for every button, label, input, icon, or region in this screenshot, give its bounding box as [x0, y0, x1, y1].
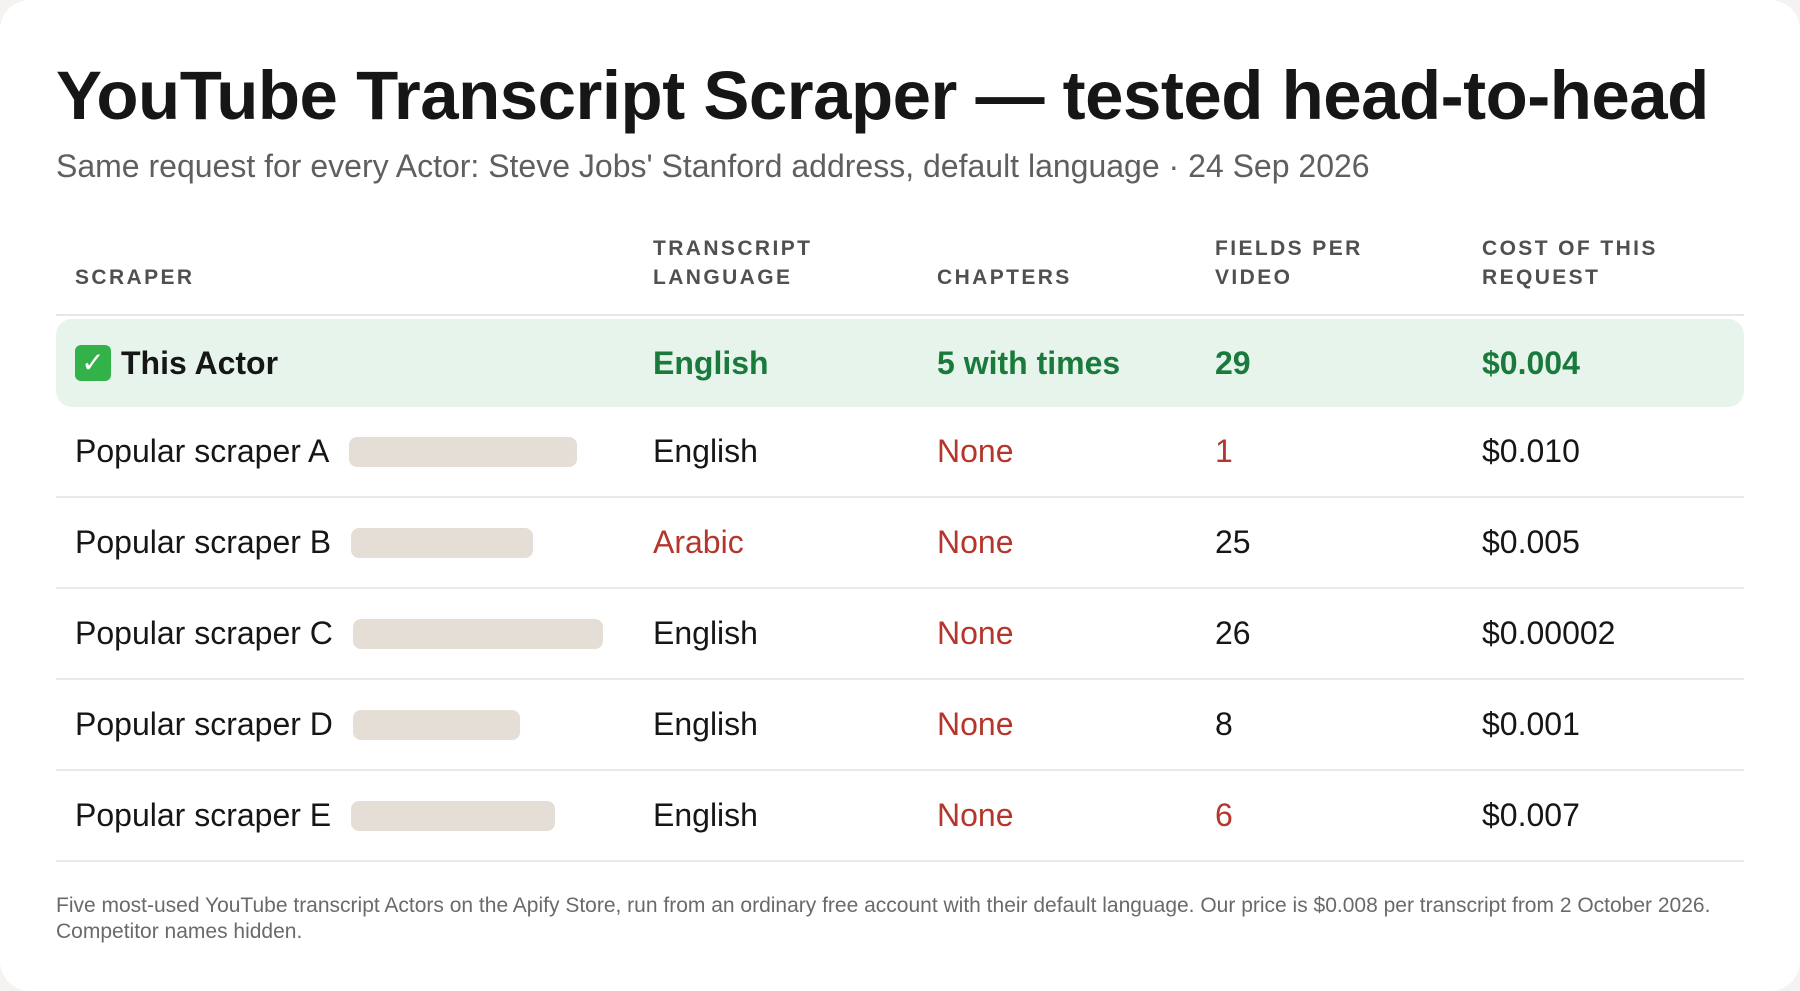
cell-fields: 26: [1215, 615, 1251, 651]
cell-language: Arabic: [653, 524, 744, 560]
table-row: Popular scraper A English None 1 $0.010: [56, 407, 1744, 498]
table-row-this-actor: ✓ This Actor English 5 with times 29 $0.…: [56, 319, 1744, 407]
scraper-name: Popular scraper D: [75, 706, 333, 742]
scraper-name: Popular scraper A: [75, 433, 330, 469]
cell-chapters: None: [937, 797, 1014, 833]
cell-cost: $0.005: [1482, 524, 1580, 560]
cell-fields: 6: [1215, 797, 1233, 833]
column-header-chapters: CHAPTERS: [937, 266, 1072, 289]
page-subtitle: Same request for every Actor: Steve Jobs…: [56, 148, 1370, 184]
cell-fields: 1: [1215, 433, 1233, 469]
scraper-name: Popular scraper B: [75, 524, 332, 560]
cell-language: English: [653, 615, 758, 651]
column-header-fields: FIELDS PER VIDEO: [1215, 237, 1363, 289]
cell-language: English: [653, 706, 758, 742]
table-row: Popular scraper D English None 8 $0.001: [56, 680, 1744, 771]
cell-scraper: Popular scraper D: [75, 680, 520, 769]
cell-chapters: None: [937, 433, 1014, 469]
column-header-language: TRANSCRIPT LANGUAGE: [653, 237, 813, 289]
table-header: SCRAPER TRANSCRIPT LANGUAGE CHAPTERS FIE…: [56, 220, 1744, 316]
cell-cost: $0.004: [1482, 344, 1580, 381]
cell-chapters: 5 with times: [937, 344, 1121, 381]
table-row: Popular scraper C English None 26 $0.000…: [56, 589, 1744, 680]
check-mark-icon: ✓: [75, 345, 111, 381]
cell-cost: $0.010: [1482, 433, 1580, 469]
column-header-scraper: SCRAPER: [75, 266, 195, 289]
hidden-name-redaction: [351, 527, 534, 558]
cell-fields: 29: [1215, 344, 1251, 381]
cell-fields: 8: [1215, 706, 1233, 742]
page-title: YouTube Transcript Scraper — tested head…: [56, 57, 1709, 134]
cell-cost: $0.001: [1482, 706, 1580, 742]
cell-scraper: Popular scraper C: [75, 589, 603, 678]
table-row: Popular scraper B Arabic None 25 $0.005: [56, 498, 1744, 589]
cell-language: English: [653, 797, 758, 833]
cell-language: English: [653, 433, 758, 469]
cell-scraper: Popular scraper E: [75, 771, 556, 860]
cell-scraper: ✓ This Actor: [75, 319, 278, 407]
cell-cost: $0.007: [1482, 797, 1580, 833]
hidden-name-redaction: [351, 800, 556, 831]
scraper-name: This Actor: [121, 344, 279, 381]
cell-scraper: Popular scraper A: [75, 407, 578, 496]
cell-language: English: [653, 344, 769, 381]
scraper-name: Popular scraper C: [75, 615, 333, 651]
hidden-name-redaction: [352, 618, 603, 649]
scraper-name: Popular scraper E: [75, 797, 332, 833]
cell-chapters: None: [937, 524, 1014, 560]
cell-scraper: Popular scraper B: [75, 498, 534, 587]
footnote: Five most-used YouTube transcript Actors…: [56, 894, 1711, 943]
cell-chapters: None: [937, 615, 1014, 651]
cell-fields: 25: [1215, 524, 1251, 560]
column-header-cost: COST OF THIS REQUEST: [1482, 237, 1658, 289]
hidden-name-redaction: [349, 436, 578, 467]
cell-chapters: None: [937, 706, 1014, 742]
table-row: Popular scraper E English None 6 $0.007: [56, 771, 1744, 862]
hidden-name-redaction: [352, 709, 520, 740]
cell-cost: $0.00002: [1482, 615, 1616, 651]
comparison-table: SCRAPER TRANSCRIPT LANGUAGE CHAPTERS FIE…: [56, 220, 1744, 862]
